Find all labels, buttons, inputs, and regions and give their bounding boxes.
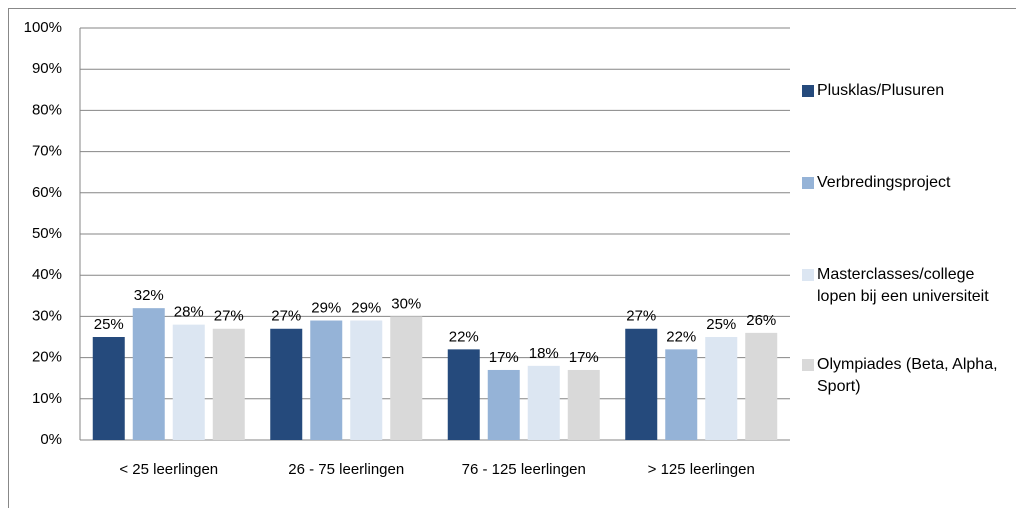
legend-swatch xyxy=(802,85,814,97)
legend-entry: Olympiades (Beta, Alpha, Sport) xyxy=(802,354,1013,398)
data-label: 22% xyxy=(666,328,696,345)
data-label: 28% xyxy=(174,304,204,321)
data-label: 32% xyxy=(134,287,164,304)
data-label: 25% xyxy=(706,316,736,333)
y-tick-label: 10% xyxy=(32,390,62,407)
x-tick-label: 76 - 125 leerlingen xyxy=(462,461,586,478)
legend-swatch xyxy=(802,269,814,281)
y-tick-label: 90% xyxy=(32,60,62,77)
bar xyxy=(745,332,778,440)
legend-entry: Plusklas/Plusuren xyxy=(802,80,1013,102)
data-label: 18% xyxy=(529,345,559,362)
y-tick-label: 70% xyxy=(32,143,62,160)
bar xyxy=(390,316,423,440)
y-tick-label: 0% xyxy=(40,431,62,448)
legend-entry: Verbredingsproject xyxy=(802,172,1013,194)
legend-swatch xyxy=(802,177,814,189)
bar xyxy=(310,320,343,440)
y-tick-label: 100% xyxy=(24,19,62,36)
bar xyxy=(270,328,303,440)
legend-swatch xyxy=(802,359,814,371)
y-tick-label: 60% xyxy=(32,184,62,201)
data-label: 17% xyxy=(489,349,519,366)
bar xyxy=(625,328,658,440)
data-label: 27% xyxy=(214,308,244,325)
data-label: 27% xyxy=(626,308,656,325)
bar xyxy=(132,308,165,440)
bar xyxy=(350,320,383,440)
bar xyxy=(487,369,520,440)
bar xyxy=(567,369,600,440)
chart-border xyxy=(8,8,1016,508)
data-label: 17% xyxy=(569,349,599,366)
legend-label: Olympiades (Beta, Alpha, Sport) xyxy=(817,356,998,395)
legend-entry: Masterclasses/college lopen bij een univ… xyxy=(802,264,1013,308)
bar xyxy=(447,349,480,440)
x-tick-label: > 125 leerlingen xyxy=(648,461,755,478)
bar xyxy=(705,337,738,440)
data-label: 25% xyxy=(94,316,124,333)
y-tick-label: 20% xyxy=(32,349,62,366)
legend-label: Plusklas/Plusuren xyxy=(817,82,945,99)
y-tick-label: 40% xyxy=(32,266,62,283)
legend-label: Verbredingsproject xyxy=(817,174,951,191)
data-label: 29% xyxy=(351,299,381,316)
y-tick-label: 30% xyxy=(32,307,62,324)
bar xyxy=(172,324,205,440)
data-label: 26% xyxy=(746,312,776,329)
data-label: 27% xyxy=(271,308,301,325)
data-label: 29% xyxy=(311,299,341,316)
data-label: 22% xyxy=(449,328,479,345)
y-tick-label: 80% xyxy=(32,101,62,118)
bar xyxy=(92,337,125,440)
bar xyxy=(212,328,245,440)
bar xyxy=(665,349,698,440)
bar xyxy=(527,365,560,440)
x-tick-label: < 25 leerlingen xyxy=(119,461,218,478)
legend-label: Masterclasses/college lopen bij een univ… xyxy=(817,266,989,305)
data-label: 30% xyxy=(391,295,421,312)
x-tick-label: 26 - 75 leerlingen xyxy=(288,461,404,478)
y-tick-label: 50% xyxy=(32,225,62,242)
